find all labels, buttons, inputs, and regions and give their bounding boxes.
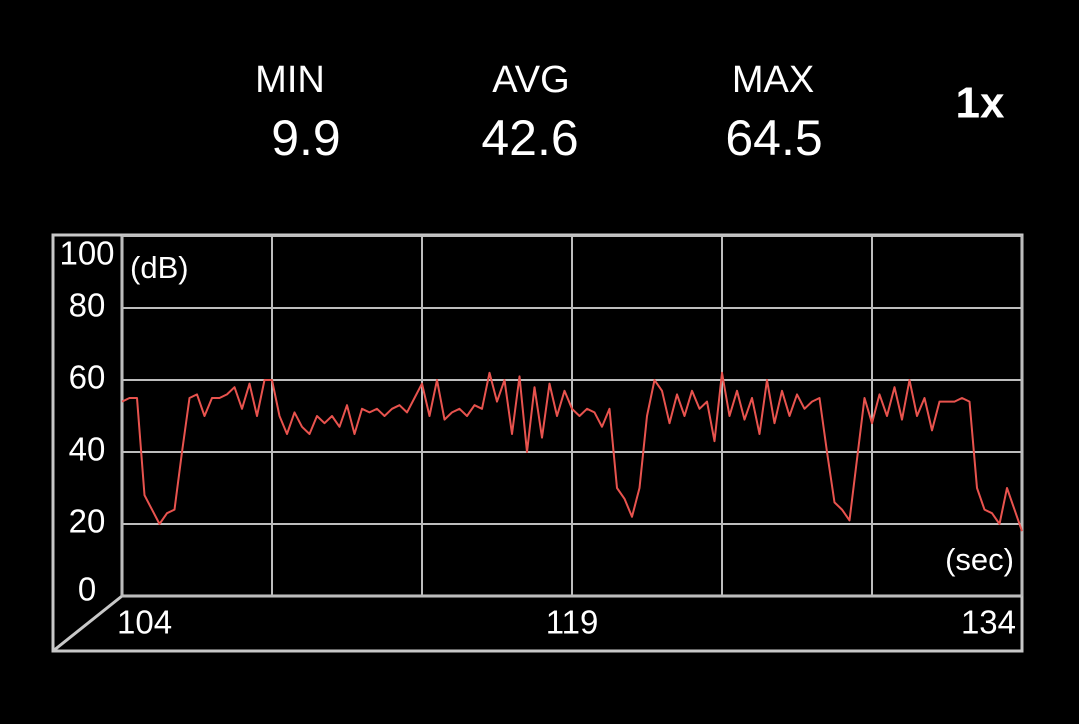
stat-value: 64.5 [725,110,822,166]
stat-value: 42.6 [481,110,578,166]
frame-diagonal [52,594,123,653]
y-tick-label: 0 [78,571,96,608]
y-tick-label: 40 [69,431,106,468]
frame [51,233,1024,653]
x-tick-label: 134 [961,604,1016,641]
y-tick-label: 80 [69,287,106,324]
stat-label: AVG [492,59,569,101]
stat-label: MAX [732,59,814,101]
x-tick-label: 119 [546,604,599,641]
y-tick-label: 20 [69,503,106,540]
outer-frame [51,233,1024,653]
y-tick-label: 60 [69,359,106,396]
speed[interactable]: 1x [956,79,1005,128]
x-tick-label: 104 [117,604,172,641]
x-unit: (sec) [945,542,1014,577]
y-tick-label: 100 [59,235,114,272]
y-unit: (dB) [130,250,189,285]
stat-value: 9.9 [271,110,341,166]
stat-label: MIN [255,59,325,101]
data-line [121,371,1023,532]
grid [121,235,1023,597]
